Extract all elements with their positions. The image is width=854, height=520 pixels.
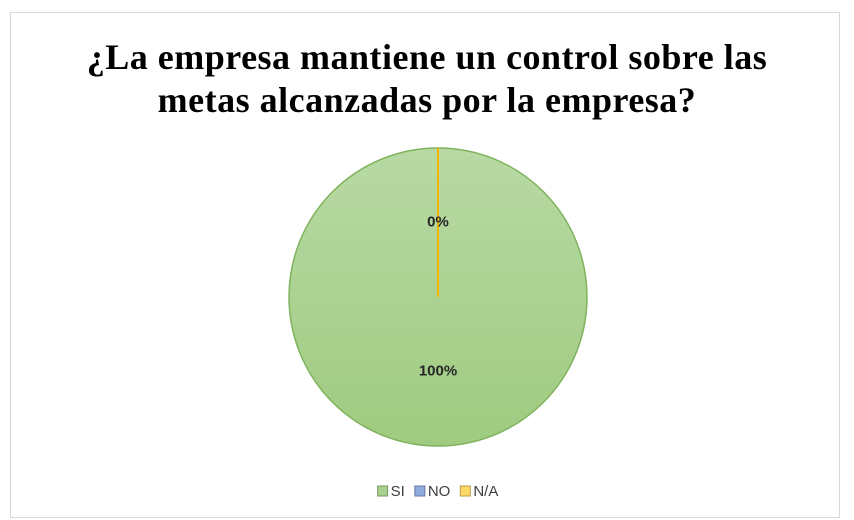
legend-label: NO	[428, 483, 451, 500]
data-label: 100%	[419, 362, 457, 379]
legend-label: N/A	[473, 483, 498, 500]
chart-title: ¿La empresa mantiene un control sobre la…	[86, 37, 768, 120]
chart-frame	[10, 12, 840, 518]
legend-swatch	[459, 485, 471, 497]
data-label: 0%	[427, 213, 449, 230]
legend-swatch	[377, 485, 389, 497]
legend-swatch	[414, 485, 426, 497]
legend-label: SI	[391, 483, 405, 500]
